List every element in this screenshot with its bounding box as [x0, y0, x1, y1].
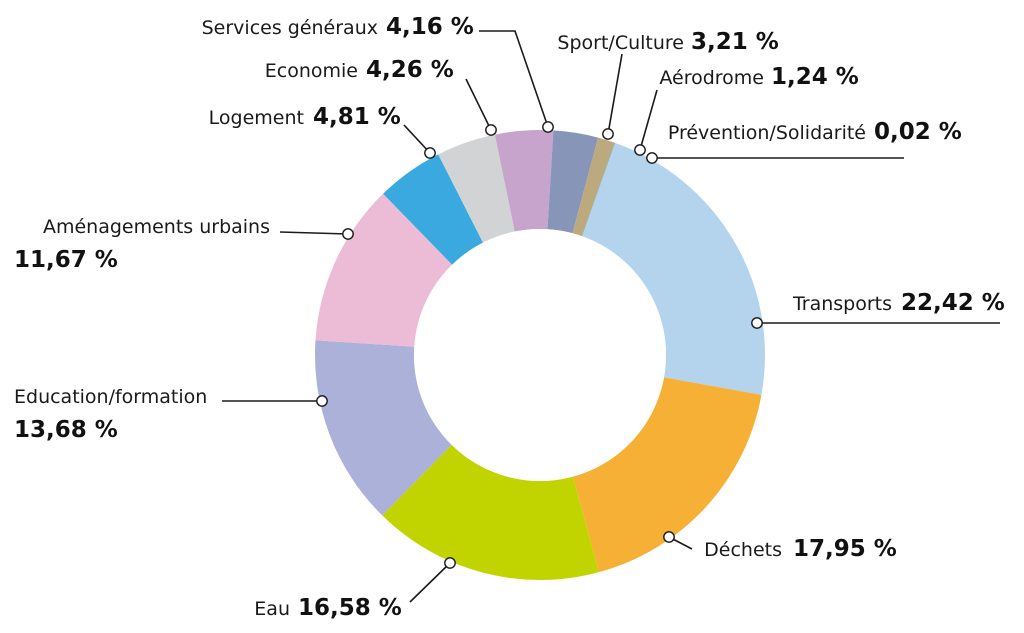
- label-name-amenagements-urbains: Aménagements urbains: [43, 216, 270, 238]
- label-value-eau: 16,58 %: [298, 595, 402, 621]
- label-name-dechets: Déchets: [704, 539, 782, 561]
- segment-labels: Transports 22,42 % Déchets 17,95 % Eau 16,58 …: [14, 14, 1005, 621]
- label-name-sport-culture: Sport/Culture: [557, 32, 684, 54]
- leader-sport-culture: [607, 53, 623, 135]
- leader-dot-economie: [485, 124, 497, 136]
- leader-eau: [409, 562, 451, 603]
- label-value-logement: 4,81 %: [313, 104, 401, 130]
- slice-prevention-solidarite: [581, 142, 616, 237]
- label-value-sport-culture: 3,21 %: [691, 29, 779, 55]
- leader-economie: [465, 78, 492, 131]
- leader-dot-transports: [751, 317, 763, 329]
- slice-aerodrome: [572, 137, 615, 237]
- label-name-logement: Logement: [209, 107, 304, 129]
- donut-hole: [414, 229, 666, 481]
- slice-transports: [582, 142, 765, 395]
- label-value-transports: 22,42 %: [901, 290, 1005, 316]
- leader-amenagements-urbains: [279, 231, 349, 235]
- label-value-services-generaux: 4,16 %: [386, 14, 474, 40]
- label-value-economie: 4,26 %: [366, 57, 454, 83]
- leader-dot-services-generaux: [542, 121, 554, 133]
- leader-lines: [222, 30, 1000, 603]
- leader-dot-dechets: [663, 531, 675, 543]
- label-value-education-formation: 13,68 %: [14, 417, 118, 443]
- label-value-amenagements-urbains: 11,67 %: [14, 247, 118, 273]
- slice-eau: [382, 444, 599, 580]
- label-value-aerodrome: 1,24 %: [771, 64, 859, 90]
- slice-amenagements-urbains: [315, 193, 453, 347]
- label-value-dechets: 17,95 %: [793, 536, 897, 562]
- slice-education-formation: [315, 340, 452, 516]
- label-name-prevention-solidarite: Prévention/Solidarité: [668, 122, 866, 144]
- leader-dot-logement: [424, 147, 436, 159]
- slice-logement: [383, 154, 483, 265]
- leader-dot-eau: [444, 557, 456, 569]
- leader-dot-prevention-solidarite: [646, 152, 658, 164]
- donut-slices: [315, 130, 765, 580]
- leader-services-generaux: [479, 30, 549, 128]
- label-name-transports: Transports: [792, 293, 892, 315]
- slice-sport-culture: [547, 130, 599, 234]
- label-name-eau: Eau: [254, 598, 290, 620]
- label-name-economie: Economie: [265, 60, 358, 82]
- slice-economie: [438, 134, 515, 243]
- leader-dot-education-formation: [316, 395, 328, 407]
- label-name-services-generaux: Services généraux: [202, 17, 378, 39]
- label-value-prevention-solidarite: 0,02 %: [874, 119, 962, 145]
- slice-dechets: [572, 377, 762, 573]
- label-name-education-formation: Education/formation: [14, 386, 207, 408]
- leader-dot-sport-culture: [602, 128, 614, 140]
- leader-logement: [403, 124, 431, 154]
- label-name-aerodrome: Aérodrome: [659, 67, 764, 89]
- leader-aerodrome: [639, 89, 658, 151]
- leader-dot-amenagements-urbains: [342, 228, 354, 240]
- slice-services-generaux: [494, 130, 554, 232]
- leader-dot-aerodrome: [634, 144, 646, 156]
